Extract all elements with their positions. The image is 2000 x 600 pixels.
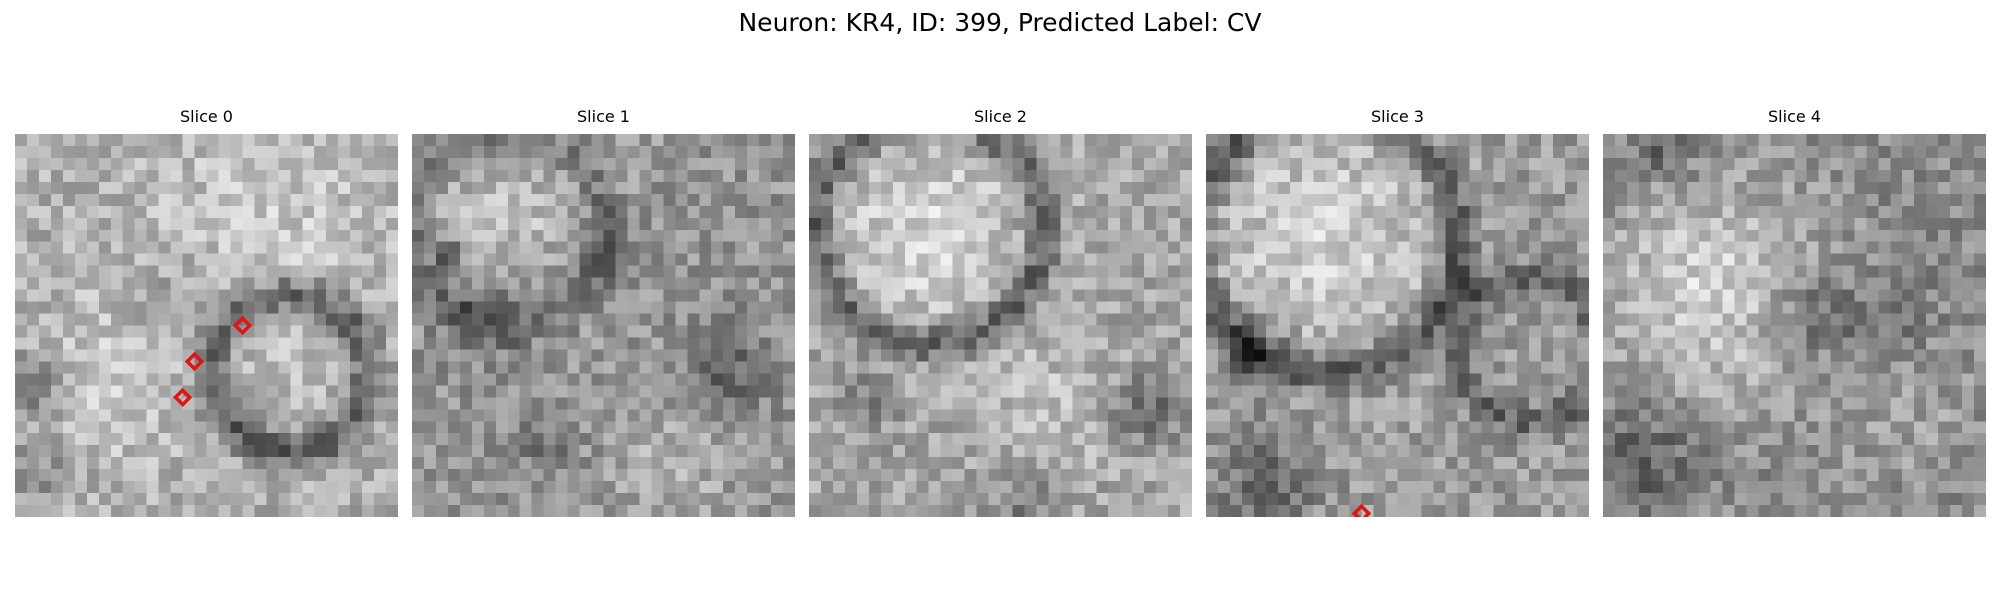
slice-panel-1: Slice 1 (412, 107, 795, 517)
marker (184, 351, 205, 372)
slice-panel-0: Slice 0 (15, 107, 398, 517)
microscopy-image (412, 134, 795, 517)
microscopy-image (809, 134, 1192, 517)
microscopy-image (15, 134, 398, 517)
slice-title: Slice 4 (1768, 107, 1821, 126)
microscopy-image (1206, 134, 1589, 517)
slice-title: Slice 3 (1371, 107, 1424, 126)
marker (232, 315, 253, 336)
microscopy-image (1603, 134, 1986, 517)
marker (172, 387, 193, 408)
figure-title: Neuron: KR4, ID: 399, Predicted Label: C… (738, 8, 1262, 37)
slice-panel-2: Slice 2 (809, 107, 1192, 517)
slice-title: Slice 2 (974, 107, 1027, 126)
slice-panel-4: Slice 4 (1603, 107, 1986, 517)
slice-panel-3: Slice 3 (1206, 107, 1589, 517)
marker (1351, 503, 1372, 517)
slice-title: Slice 0 (180, 107, 233, 126)
slice-title: Slice 1 (577, 107, 630, 126)
